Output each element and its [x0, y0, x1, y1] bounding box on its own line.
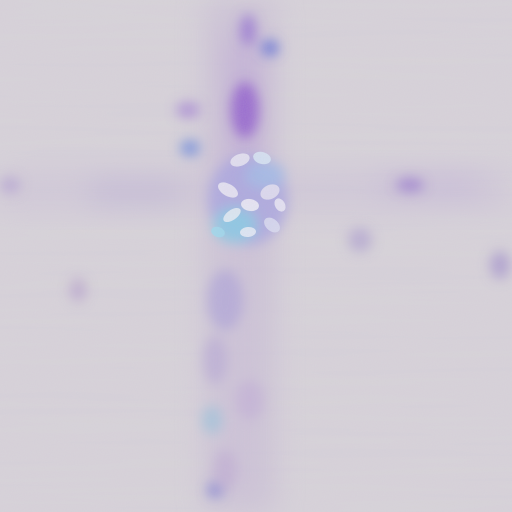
abstract-texture-image	[0, 0, 512, 512]
grain-overlay	[0, 0, 512, 512]
texture-svg	[0, 0, 512, 512]
